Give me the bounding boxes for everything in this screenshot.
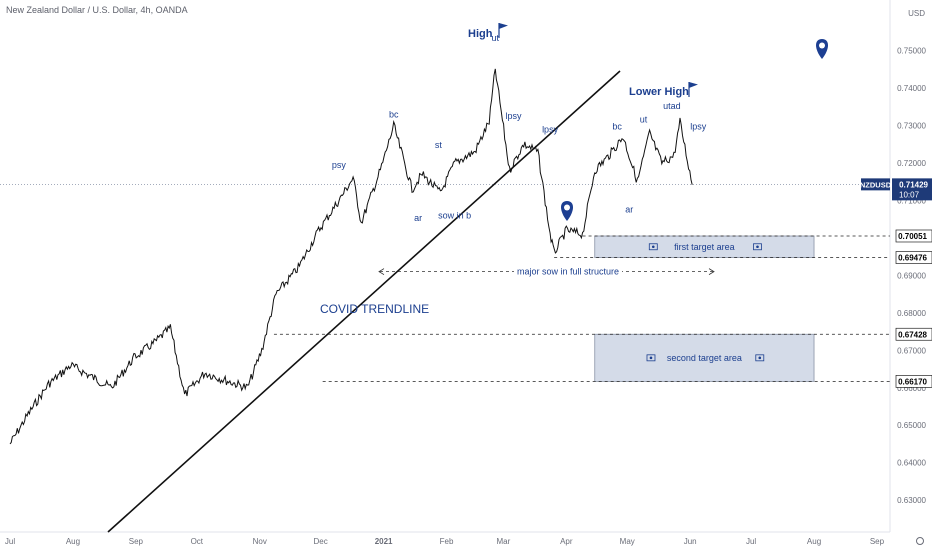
wyckoff-label: lpsy xyxy=(542,124,559,134)
x-tick-label: Jul xyxy=(5,537,15,546)
y-tick-label: 0.71000 xyxy=(897,196,926,205)
price-level-label: 0.66170 xyxy=(898,377,927,386)
x-tick-label: Nov xyxy=(253,537,267,546)
x-tick-label: Aug xyxy=(807,537,821,546)
high-label: High xyxy=(468,28,493,40)
second-target-label: second target area xyxy=(667,353,742,363)
high-flag-icon xyxy=(499,23,508,29)
zone-box-icon xyxy=(648,243,658,251)
y-tick-label: 0.64000 xyxy=(897,459,926,468)
lower-high-label: Lower High xyxy=(629,86,689,98)
y-tick-label: 0.66000 xyxy=(897,384,926,393)
trendline-label: COVID TRENDLINE xyxy=(320,302,429,316)
wyckoff-label: lpsy xyxy=(690,121,707,131)
first-target-label: first target area xyxy=(674,242,735,252)
y-tick-label: 0.67000 xyxy=(897,346,926,355)
price-series-line xyxy=(9,68,693,445)
x-tick-label: Aug xyxy=(66,537,80,546)
wyckoff-label: lpsy xyxy=(506,111,523,121)
x-tick-label: Jun xyxy=(684,537,697,546)
wyckoff-label: ut xyxy=(640,115,648,125)
wyckoff-label: utad xyxy=(663,101,681,111)
y-tick-label: 0.75000 xyxy=(897,47,926,56)
zone-box-dot-icon xyxy=(651,245,655,249)
y-tick-label: 0.69000 xyxy=(897,271,926,280)
price-level-tag xyxy=(895,251,932,264)
price-level-label: 0.69476 xyxy=(898,254,927,263)
zone-box-dot-icon xyxy=(756,245,759,249)
wyckoff-label: ar xyxy=(625,204,633,214)
zone-box-icon xyxy=(755,354,765,362)
price-level-tag xyxy=(895,375,932,388)
location-pin-icon xyxy=(816,39,828,59)
zone-box-icon xyxy=(646,354,656,362)
lower-high-flag-icon xyxy=(689,82,698,88)
x-tick-label: 2021 xyxy=(375,537,393,546)
price-level-tag xyxy=(895,327,932,341)
countdown-label: 10:07 xyxy=(899,190,920,199)
y-tick-label: 0.74000 xyxy=(897,84,926,93)
symbol-label: NZDUSD xyxy=(860,180,892,189)
y-tick-label: 0.68000 xyxy=(897,309,926,318)
y-tick-label: 0.72000 xyxy=(897,159,926,168)
current-price-label: 0.71429 xyxy=(899,180,928,189)
wyckoff-label: bc xyxy=(389,109,399,119)
wyckoff-label: sow in b xyxy=(438,210,471,220)
settings-gear-icon[interactable] xyxy=(916,537,924,545)
zone-box-dot-icon xyxy=(758,356,762,360)
y-tick-label: 0.63000 xyxy=(897,496,926,505)
location-pin-icon xyxy=(561,201,573,221)
x-tick-label: May xyxy=(620,537,635,546)
price-level-label: 0.67428 xyxy=(898,330,927,339)
x-tick-label: Apr xyxy=(560,537,573,546)
x-tick-label: Jul xyxy=(746,537,756,546)
wyckoff-label: bc xyxy=(612,121,622,131)
zone-box-icon xyxy=(753,243,762,251)
x-tick-label: Oct xyxy=(191,537,204,546)
sow-label: major sow in full structure xyxy=(517,267,619,277)
price-axis xyxy=(890,0,932,550)
current-price-tag xyxy=(892,178,932,201)
sow-left-arrow-icon xyxy=(378,268,385,275)
x-tick-label: Feb xyxy=(440,537,454,546)
x-tick-label: Dec xyxy=(314,537,328,546)
chart-title: New Zealand Dollar / U.S. Dollar, 4h, OA… xyxy=(6,5,188,15)
wyckoff-label: st xyxy=(435,140,443,150)
x-tick-label: Mar xyxy=(496,537,510,546)
sow-right-arrow-icon xyxy=(708,268,715,275)
x-tick-label: Sep xyxy=(870,537,885,546)
zone-box-dot-icon xyxy=(649,356,653,360)
second-target-area xyxy=(594,333,815,382)
symbol-tag xyxy=(861,178,890,191)
price-level-tag xyxy=(895,229,932,243)
wyckoff-label: ar xyxy=(414,213,422,223)
currency-label: USD xyxy=(908,9,925,18)
location-pin-icon-hole xyxy=(564,204,570,211)
y-tick-label: 0.73000 xyxy=(897,122,926,131)
wyckoff-label: psy xyxy=(332,160,347,170)
sow-label-bg xyxy=(514,264,622,277)
wyckoff-label: ut xyxy=(492,33,500,43)
location-pin-icon-hole xyxy=(819,42,825,49)
x-tick-label: Sep xyxy=(129,537,144,546)
y-tick-label: 0.65000 xyxy=(897,421,926,430)
price-level-label: 0.70051 xyxy=(898,232,927,241)
